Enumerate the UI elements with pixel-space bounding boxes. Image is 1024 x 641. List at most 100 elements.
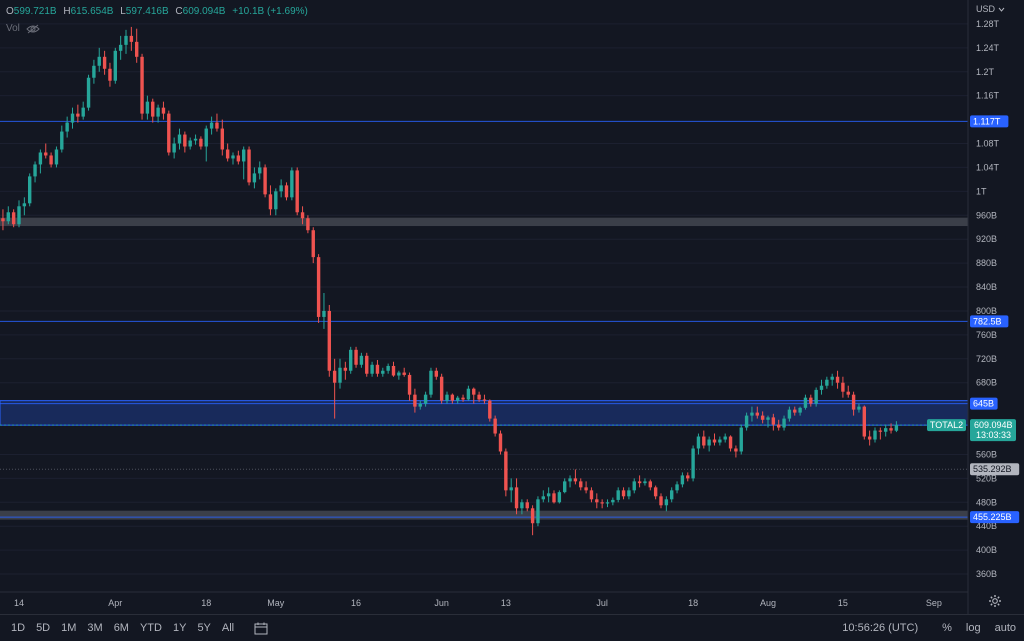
last-price-tag [970, 419, 1016, 442]
candle [734, 445, 738, 458]
candle [760, 411, 765, 424]
candle [702, 430, 706, 449]
range-ytd-button[interactable]: YTD [139, 622, 162, 634]
range-1m-button[interactable]: 1M [61, 622, 77, 634]
candle [878, 427, 883, 440]
candle-body [514, 487, 519, 509]
candle [884, 424, 888, 437]
y-tick-label: 360B [976, 569, 997, 579]
candle [397, 370, 401, 380]
candle [327, 304, 331, 377]
log-toggle[interactable]: log [965, 622, 981, 634]
auto-toggle[interactable]: auto [994, 622, 1016, 634]
candle-body [579, 481, 583, 488]
candle-body [637, 481, 642, 484]
volume-legend[interactable]: Vol [6, 23, 40, 34]
high-value: 615.654B [70, 6, 114, 17]
candle-body [118, 44, 123, 51]
candle-body [17, 206, 21, 225]
eye-off-icon[interactable] [26, 24, 40, 34]
candle [584, 481, 588, 494]
candle-body [787, 409, 792, 419]
gear-icon[interactable] [988, 594, 1002, 608]
range-5y-button[interactable]: 5Y [197, 622, 211, 634]
candle-body [434, 370, 438, 377]
candle [113, 47, 117, 84]
candle [429, 367, 433, 398]
calendar-range-icon[interactable] [254, 622, 268, 635]
candle-body [365, 355, 369, 374]
range-6m-button[interactable]: 6M [113, 622, 129, 634]
range-1d-button[interactable]: 1D [11, 622, 26, 634]
candle [81, 101, 85, 120]
candle [803, 394, 808, 410]
range-1y-button[interactable]: 1Y [172, 622, 187, 634]
candle [461, 394, 465, 402]
candle [349, 346, 353, 374]
low-key: L [120, 6, 126, 17]
candle [445, 391, 449, 404]
candle [782, 415, 786, 431]
candle-body [338, 367, 342, 383]
percent-toggle[interactable]: % [942, 622, 952, 634]
candle-body [691, 448, 695, 479]
price-chart[interactable]: 1.28T 1.24T 1.2T 1.16T 1.08T 1.04T 1T 960B 920B 8… [0, 0, 1024, 614]
candle [135, 28, 139, 63]
candle [798, 406, 802, 416]
candle [274, 188, 278, 216]
candle [263, 164, 267, 198]
candle [600, 499, 604, 509]
candle-body [541, 496, 545, 500]
range-3m-button[interactable]: 3M [87, 622, 103, 634]
candle-body [81, 107, 85, 117]
currency-selector[interactable]: USD [976, 4, 1005, 14]
candle-body [525, 502, 529, 509]
candle [439, 373, 444, 404]
candle [199, 136, 203, 150]
candle-body [621, 490, 626, 497]
candle-body [611, 499, 615, 503]
candle-body [841, 382, 845, 392]
candle [536, 496, 540, 527]
range-all-button[interactable]: All [221, 622, 235, 634]
candle [894, 421, 899, 433]
price-tags: 1.117T 782.5B 645B 535.292B 455.225B TOTAL2 60… [927, 115, 1020, 524]
candle-body [477, 394, 481, 400]
y-tick-label: 680B [976, 378, 997, 388]
y-tick-label: 1.28T [976, 19, 1000, 29]
range-5d-button[interactable]: 5D [36, 622, 51, 634]
utc-clock[interactable]: 10:56:26 (UTC) [842, 622, 919, 634]
candle-body [488, 400, 492, 419]
candle-body [707, 439, 711, 446]
candle [247, 146, 251, 186]
candle-body [349, 349, 353, 371]
candle-body [867, 436, 872, 440]
candle [311, 227, 315, 264]
currency-label: USD [976, 4, 996, 14]
candle-body [22, 203, 27, 207]
candle-body [70, 113, 75, 123]
candle [22, 197, 27, 216]
candle [530, 505, 535, 536]
candle [252, 167, 257, 189]
x-tick-label: 13 [501, 598, 511, 608]
candle [680, 472, 685, 488]
candle-body [734, 448, 738, 452]
candle-body [429, 370, 433, 395]
candle-body [546, 493, 551, 497]
candle [231, 152, 235, 165]
candle [814, 387, 818, 407]
candle-body [686, 475, 690, 479]
candle [225, 143, 230, 162]
candle-body [760, 415, 765, 420]
candle-body [60, 131, 64, 150]
candle-body [584, 487, 588, 491]
candle [664, 496, 669, 512]
candle-body [889, 428, 893, 431]
candle-body [616, 490, 620, 500]
candle-body [664, 499, 669, 506]
candle-body [102, 56, 107, 69]
candle [466, 385, 471, 401]
y-tick-label: 400B [976, 545, 997, 555]
candle-body [504, 451, 508, 491]
